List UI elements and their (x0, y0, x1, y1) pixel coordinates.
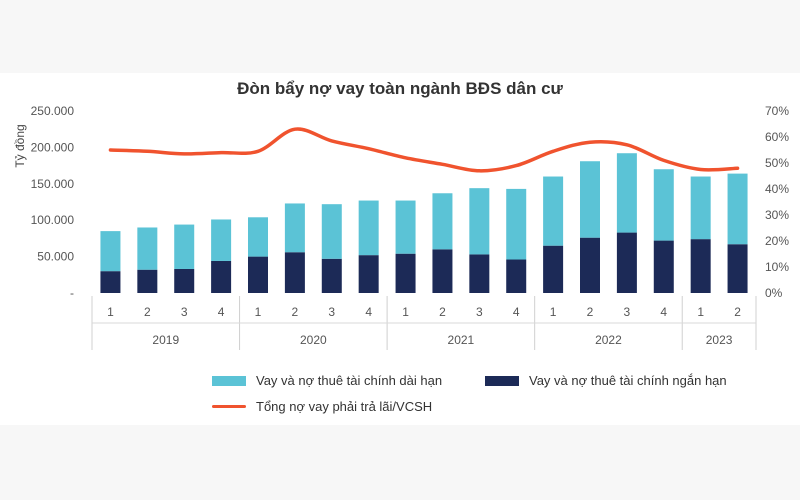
bar-long-term (321, 204, 342, 259)
bar-long-term (358, 200, 379, 256)
bar-long-term (100, 231, 121, 272)
bar-long-term (432, 193, 453, 250)
x-tick-quarter: 2 (587, 305, 594, 319)
bar-short-term (653, 240, 674, 293)
x-tick-quarter: 3 (181, 305, 188, 319)
x-tick-quarter: 1 (402, 305, 409, 319)
bar-long-term (284, 203, 305, 253)
x-tick-year: 2021 (448, 333, 475, 347)
x-tick-quarter: 2 (144, 305, 151, 319)
bar-long-term (727, 173, 748, 245)
bar-short-term (727, 244, 748, 293)
bar-long-term (137, 227, 158, 270)
y-right-tick: 70% (765, 104, 789, 118)
y-right-tick: 30% (765, 208, 789, 222)
x-tick-quarter: 3 (328, 305, 335, 319)
y-right-tick: 0% (765, 286, 783, 300)
bar-long-term (469, 188, 490, 255)
bar-short-term (248, 256, 268, 293)
x-tick-quarter: 2 (734, 305, 741, 319)
bar-long-term (395, 200, 416, 254)
bar-short-term (432, 249, 453, 293)
x-tick-quarter: 1 (550, 305, 557, 319)
x-tick-year: 2023 (706, 333, 733, 347)
chart-title: Đòn bẩy nợ vay toàn ngành BĐS dân cư (237, 79, 563, 98)
bar-short-term (543, 245, 564, 293)
y-right-tick: 40% (765, 182, 789, 196)
line-debt-equity-ratio (108, 127, 740, 173)
x-tick-quarter: 3 (624, 305, 631, 319)
bar-long-term (690, 176, 711, 240)
y-left-tick: 50.000 (37, 250, 74, 264)
bar-long-term (248, 217, 268, 257)
bar-long-term (543, 176, 564, 246)
x-tick-quarter: 4 (660, 305, 667, 319)
y-axis-label: Tỷ đồng (13, 124, 27, 167)
y-left-tick: 250.000 (31, 104, 75, 118)
bar-short-term (469, 254, 490, 293)
bar-short-term (211, 260, 232, 293)
x-tick-quarter: 4 (513, 305, 520, 319)
x-tick-quarter: 4 (365, 305, 372, 319)
x-tick-quarter: 4 (218, 305, 225, 319)
bar-short-term (137, 269, 158, 293)
x-tick-year: 2022 (595, 333, 622, 347)
bar-short-term (506, 259, 527, 293)
y-left-tick: - (70, 286, 74, 300)
bar-long-term (506, 188, 527, 260)
x-tick-quarter: 1 (255, 305, 262, 319)
bar-long-term (174, 224, 195, 269)
bar-short-term (690, 239, 711, 293)
bar-short-term (395, 253, 416, 293)
x-tick-quarter: 2 (439, 305, 446, 319)
x-tick-year: 2020 (300, 333, 327, 347)
x-tick-year: 2019 (152, 333, 179, 347)
bar-long-term (580, 161, 600, 238)
bar-long-term (653, 169, 674, 241)
y-right-tick: 50% (765, 156, 789, 170)
y-right-tick: 60% (765, 130, 789, 144)
x-tick-quarter: 1 (107, 305, 114, 319)
y-right-tick: 10% (765, 260, 789, 274)
y-left-tick: 200.000 (31, 140, 75, 154)
bar-long-term (616, 153, 637, 233)
bar-long-term (211, 219, 232, 261)
y-right-tick: 20% (765, 234, 789, 248)
x-tick-quarter: 3 (476, 305, 483, 319)
bar-short-term (580, 237, 600, 293)
bar-short-term (284, 252, 305, 293)
y-left-tick: 150.000 (31, 177, 75, 191)
bar-short-term (174, 268, 195, 293)
x-tick-quarter: 1 (697, 305, 704, 319)
bar-short-term (616, 232, 637, 293)
y-left-tick: 100.000 (31, 213, 75, 227)
x-tick-quarter: 2 (292, 305, 299, 319)
bar-short-term (321, 258, 342, 293)
bar-short-term (100, 271, 121, 293)
bar-short-term (358, 255, 379, 293)
